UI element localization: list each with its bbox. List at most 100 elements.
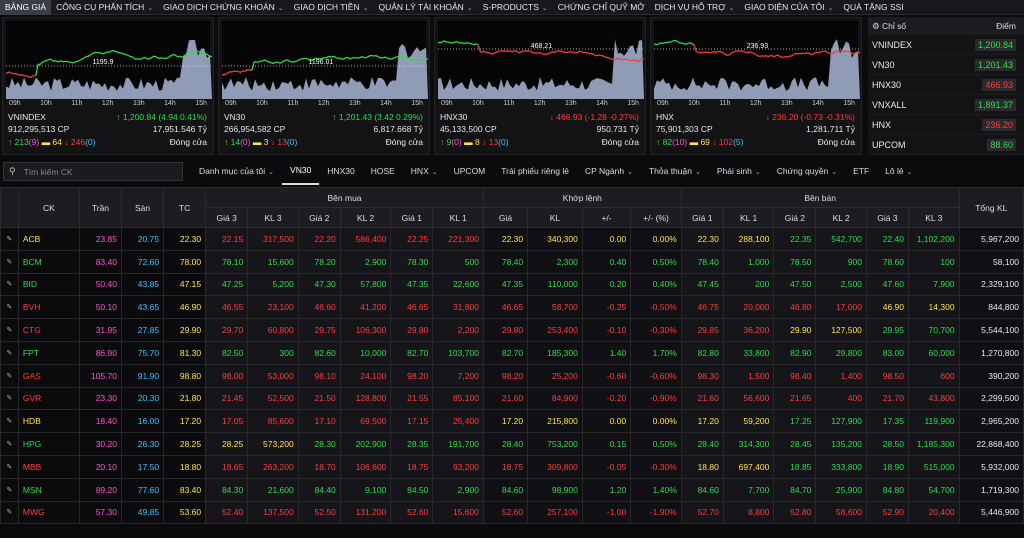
filter-tab-1[interactable]: VN30 — [282, 158, 320, 185]
price-line-segment — [495, 50, 499, 54]
index-row-hnx[interactable]: HNX 236.20 — [868, 115, 1024, 135]
symbol[interactable]: HDB — [17, 409, 80, 434]
index-row-1: VN30 ↑ 1,201.43 (3.42 0.29%) — [224, 112, 423, 122]
filter-tab-7[interactable]: CP Ngành ⌄ — [577, 158, 641, 185]
time-tick: 10h — [688, 100, 700, 107]
bid-volume: 131,200 — [339, 500, 392, 525]
bid-volume: 137,500 — [247, 500, 299, 525]
table-row[interactable]: ✎ ACB 23.85 20.75 22.30 22.15 317,500 22.20 586,… — [0, 227, 1024, 251]
bid-price: 78.20 — [297, 249, 341, 274]
index-card-hnx30[interactable]: 468.21 09h 10h 11h 12h 13h 14h 15h HNX30 ↓ 466.93… — [434, 17, 646, 155]
menu-item-4[interactable]: QUẢN LÝ TÀI KHOẢN ⌄ — [373, 0, 477, 15]
index-row-point: 466.93 — [982, 78, 1016, 91]
price-line-segment — [61, 60, 65, 63]
symbol[interactable]: BCM — [17, 249, 80, 274]
change-pct: -0.50% — [630, 295, 682, 320]
symbol[interactable]: FPT — [17, 340, 80, 365]
pin-icon[interactable]: ✎ — [0, 386, 19, 411]
price-line-segment — [289, 60, 293, 63]
symbol[interactable]: MSN — [17, 477, 80, 502]
ask-price: 82.90 — [773, 340, 817, 365]
symbol[interactable]: GAS — [17, 363, 80, 388]
table-row[interactable]: ✎ BCM 83.40 72.60 78.00 78.10 15,600 78.20 2,900… — [0, 249, 1024, 274]
price-line-segment — [617, 57, 621, 60]
menu-item-7[interactable]: DỊCH VỤ HỖ TRỢ ⌄ — [650, 0, 740, 15]
index-volume: 912,295,513 CP — [8, 124, 70, 134]
symbol[interactable]: CTG — [17, 318, 80, 342]
menu-item-0[interactable]: BẢNG GIÁ — [0, 0, 52, 15]
table-row[interactable]: ✎ BID 50.40 43.85 47.15 47.25 5,200 47.30 57,800… — [0, 272, 1024, 297]
pin-icon[interactable]: ✎ — [0, 477, 19, 502]
pin-icon[interactable]: ✎ — [0, 363, 19, 388]
pin-icon[interactable]: ✎ — [0, 318, 19, 342]
filter-tab-5[interactable]: UPCOM — [446, 158, 494, 185]
table-row[interactable]: ✎ FPT 86.90 75.70 81.30 82.50 300 82.60 10,000 82… — [0, 340, 1024, 365]
menu-item-3[interactable]: GIAO DỊCH TIỀN ⌄ — [289, 0, 374, 15]
pin-icon[interactable]: ✎ — [0, 340, 19, 365]
symbol[interactable]: BID — [17, 272, 80, 297]
table-row[interactable]: ✎ MSN 89.20 77.60 83.40 84.30 21,600 84.40 9,100… — [0, 477, 1024, 502]
index-row-vn30[interactable]: VN30 1,201.43 — [868, 55, 1024, 75]
filter-tab-11[interactable]: ETF — [845, 158, 877, 185]
pin-icon[interactable]: ✎ — [0, 500, 19, 525]
pin-icon[interactable]: ✎ — [0, 409, 19, 434]
filter-tab-0[interactable]: Danh mục của tôi ⌄ — [191, 158, 282, 185]
symbol[interactable]: MBB — [17, 454, 80, 479]
symbol[interactable]: BVH — [17, 295, 80, 320]
index-row-hnx30[interactable]: HNX30 466.93 — [868, 75, 1024, 95]
pin-icon[interactable]: ✎ — [0, 227, 19, 251]
table-row[interactable]: ✎ MWG 57.30 49.85 53.60 52.40 137,500 52.50 131,… — [0, 500, 1024, 525]
pin-icon[interactable]: ✎ — [0, 295, 19, 320]
filter-tab-4[interactable]: HNX ⌄ — [403, 158, 446, 185]
price-line-segment — [237, 70, 241, 74]
filter-tab-3[interactable]: HOSE — [363, 158, 403, 185]
table-row[interactable]: ✎ CTG 31.95 27.85 29.90 29.70 60,800 29.75 106,3… — [0, 318, 1024, 342]
change: 0.40 — [581, 249, 632, 274]
search-input[interactable]: ⚲ Tìm kiếm CK — [3, 162, 183, 181]
menu-item-1[interactable]: CÔNG CỤ PHÂN TÍCH ⌄ — [51, 0, 158, 15]
filter-tab-10[interactable]: Chứng quyền ⌄ — [769, 158, 845, 185]
menu-item-8[interactable]: GIAO DIỆN CỦA TÔI ⌄ — [739, 0, 838, 15]
index-card-vn30[interactable]: 1196.01 09h 10h 11h 12h 13h 14h 15h VN30 ↑ 1,201.… — [218, 17, 430, 155]
index-volume: 266,954,582 CP — [224, 124, 286, 134]
bid-price: 52.60 — [390, 500, 434, 525]
bid-price: 98.10 — [297, 363, 341, 388]
index-row-vnxall[interactable]: VNXALL 1,891.37 — [868, 95, 1024, 115]
menu-item-6[interactable]: CHỨNG CHỈ QUỸ MỞ — [553, 0, 650, 15]
ceiling-count: (0) — [240, 137, 251, 147]
menu-item-5[interactable]: S-PRODUCTS ⌄ — [478, 0, 553, 15]
pin-icon[interactable]: ✎ — [0, 249, 19, 274]
table-row[interactable]: ✎ MBB 20.10 17.50 18.80 18.65 263,200 18.70 106,… — [0, 454, 1024, 479]
pin-icon[interactable]: ✎ — [0, 432, 19, 456]
filter-tab-12[interactable]: Lô lẻ ⌄ — [877, 158, 920, 185]
filter-tab-2[interactable]: HNX30 — [319, 158, 362, 185]
pin-icon[interactable]: ✎ — [0, 272, 19, 297]
symbol[interactable]: HPG — [17, 432, 80, 456]
filter-tab-9[interactable]: Phái sinh ⌄ — [709, 158, 769, 185]
price-line-segment — [127, 54, 131, 58]
table-row[interactable]: ✎ BVH 50.10 43.65 46.90 46.55 23,100 46.60 41,20… — [0, 295, 1024, 320]
price-line-segment — [545, 53, 549, 56]
symbol[interactable]: ACB — [17, 227, 80, 251]
index-card-vnindex[interactable]: 1195.9 09h 10h 11h 12h 13h 14h 15h VNINDEX ↑ 1,20… — [2, 17, 214, 155]
filter-tab-8[interactable]: Thỏa thuận ⌄ — [641, 158, 709, 185]
table-row[interactable]: ✎ GVR 23.30 20.30 21.80 21.45 52,500 21.50 128,8… — [0, 386, 1024, 411]
price-line-segment — [473, 43, 477, 46]
price-line-segment — [415, 58, 419, 61]
index-card-hnx[interactable]: 236.93 09h 10h 11h 12h 13h 14h 15h HNX ↓ 236.20 (… — [650, 17, 862, 155]
header-sell-col: Giá 1 — [680, 207, 724, 228]
menu-item-9[interactable]: QUÀ TẶNG SSI — [838, 0, 908, 15]
index-row-vnindex[interactable]: VNINDEX 1,200.84 — [868, 35, 1024, 55]
table-row[interactable]: ✎ HPG 30.20 26.30 28.25 28.25 573,200 28.30 202,… — [0, 432, 1024, 456]
symbol[interactable]: MWG — [17, 500, 80, 525]
settings-icon[interactable]: ⚙ — [872, 21, 880, 31]
symbol[interactable]: GVR — [17, 386, 80, 411]
table-row[interactable]: ✎ GAS 105.70 91.90 98.80 98.00 53,000 98.10 24,1… — [0, 363, 1024, 388]
index-row-upcom[interactable]: UPCOM 88.60 — [868, 135, 1024, 155]
time-tick: 15h — [411, 100, 423, 107]
table-row[interactable]: ✎ HDB 18.40 16.00 17.20 17.05 85,600 17.10 69,50… — [0, 409, 1024, 434]
price-line-segment — [669, 40, 673, 43]
pin-icon[interactable]: ✎ — [0, 454, 19, 479]
menu-item-2[interactable]: GIAO DỊCH CHỨNG KHOÁN ⌄ — [158, 0, 289, 15]
filter-tab-6[interactable]: Trái phiếu riêng lẻ — [493, 158, 577, 185]
